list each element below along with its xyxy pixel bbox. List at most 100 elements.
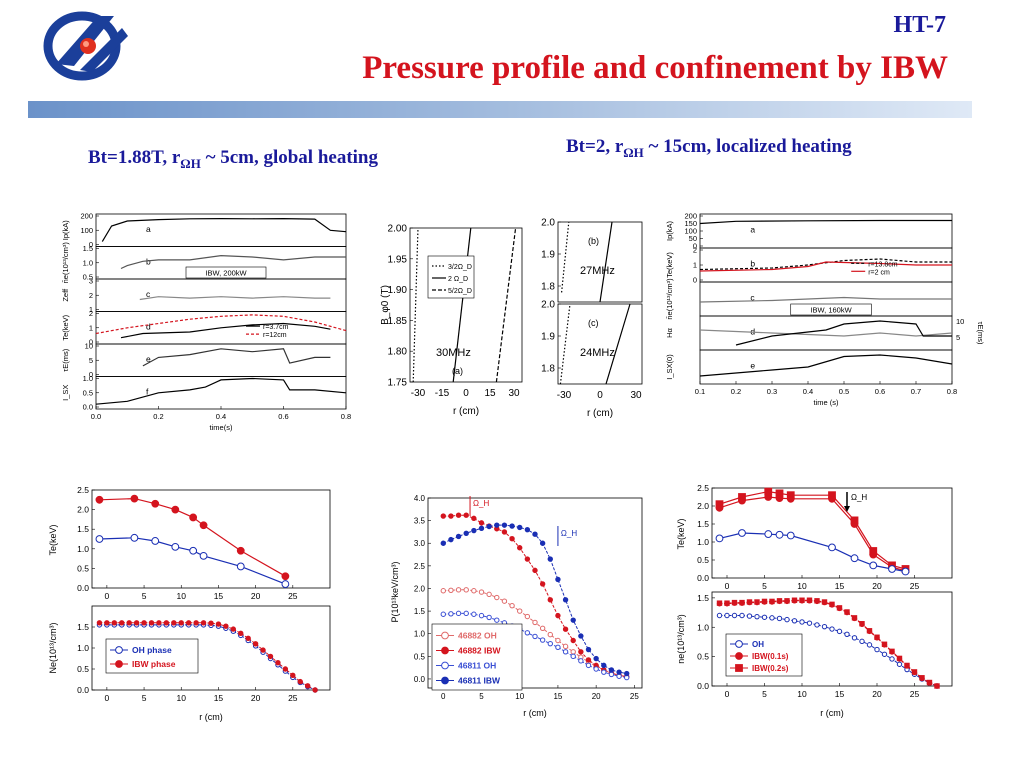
y-tick-label: 3.0	[414, 539, 426, 548]
data-point	[236, 562, 245, 571]
y-axis-label: Te(keV)	[676, 518, 686, 549]
legend-marker	[441, 646, 449, 655]
legend-label: IBW(0.1s)	[752, 652, 789, 661]
data-point	[754, 599, 760, 605]
y-tick-label: 0.5	[414, 652, 426, 661]
x-tick-label: 15	[835, 581, 845, 591]
x-tick-label: 5	[142, 693, 147, 703]
series-line	[95, 314, 347, 335]
data-point	[904, 662, 910, 669]
profile-chart-right: 0.0 0.5 1.0 1.5 2.0 2.5 0 5 10 15 20 25 Te(keV) Ω_H 0.…	[676, 483, 953, 718]
data-point	[455, 512, 462, 518]
plot-frame	[409, 227, 523, 383]
series-line	[120, 254, 346, 270]
x-tick-label: 0.8	[341, 412, 351, 421]
data-point	[517, 608, 523, 614]
data-point	[934, 683, 940, 689]
panel-label: (c)	[588, 318, 599, 328]
x-tick-label: 0	[105, 693, 110, 703]
right-y-axis-label: τE(ms)	[976, 322, 985, 345]
y-tick-label: 10	[85, 342, 93, 351]
y-axis-label: n̄e(10¹³/cm³)	[665, 278, 674, 320]
data-point	[851, 635, 858, 641]
data-point	[486, 591, 492, 598]
x-tick-label: 0.7	[911, 387, 921, 396]
data-point	[440, 611, 446, 617]
data-point	[799, 619, 805, 625]
series-line	[735, 320, 952, 346]
data-point	[578, 633, 584, 639]
data-point	[716, 600, 723, 606]
data-point	[821, 623, 828, 630]
y-tick-label: 1.0	[697, 537, 709, 547]
pulse-box-label: IBW, 200kW	[205, 269, 247, 278]
x-tick-label: 20	[251, 591, 261, 601]
y-tick-label: 0	[89, 338, 93, 347]
x-tick-label: 30	[630, 390, 642, 401]
data-point	[111, 620, 118, 626]
series-line	[699, 296, 952, 303]
x-tick-label: 25	[910, 581, 920, 591]
data-point	[494, 594, 500, 601]
y-tick-label: 1.0	[697, 622, 709, 632]
data-point	[501, 522, 508, 528]
data-point	[851, 615, 858, 621]
data-point	[501, 598, 508, 604]
data-point	[724, 600, 730, 606]
pulse-box-label: IBW, 160kW	[810, 306, 852, 315]
x-axis-label: r (cm)	[523, 708, 547, 718]
data-point	[761, 614, 768, 620]
x-tick-label: 5	[762, 689, 767, 699]
panel-frame	[95, 278, 347, 312]
panel-letter: c	[750, 293, 755, 303]
data-point	[532, 619, 538, 626]
data-point	[769, 615, 775, 621]
resonance-line	[599, 221, 613, 303]
x-tick-label: 15	[214, 591, 224, 601]
data-point	[171, 620, 177, 626]
data-point	[828, 494, 836, 503]
x-tick-label: 0.3	[767, 387, 777, 396]
x-tick-label: 5	[762, 581, 767, 591]
data-point	[754, 613, 760, 620]
right-heating-note: Bt=2, rΩH ~ 15cm, localized heating	[566, 136, 852, 160]
y-tick-label: 1.80	[388, 347, 408, 358]
x-tick-label: 20	[872, 581, 882, 591]
data-point	[881, 641, 888, 647]
legend-box	[105, 638, 199, 674]
data-point	[746, 613, 753, 619]
legend-marker	[441, 676, 449, 685]
x-tick-label: 0.4	[803, 387, 813, 396]
data-point	[509, 602, 515, 609]
y-tick-label: 0.5	[77, 563, 89, 573]
data-point	[539, 581, 546, 587]
y-axis-label: I_SX	[61, 385, 70, 401]
data-point	[230, 626, 237, 632]
y-tick-label: 2.5	[414, 562, 426, 571]
data-point	[463, 512, 469, 518]
legend-label: 2 Ω_D	[448, 276, 468, 283]
resonance-line	[495, 227, 517, 383]
data-point	[555, 637, 561, 644]
y-tick-label: 1.5	[414, 607, 426, 616]
x-tick-label: -30	[411, 388, 426, 399]
x-tick-label: 15	[484, 388, 496, 399]
data-point	[199, 521, 208, 530]
data-point	[585, 646, 592, 653]
omega-h-label: Ω_H	[473, 499, 489, 508]
data-point	[478, 525, 485, 532]
data-point	[716, 612, 723, 619]
plot-frame	[711, 487, 953, 579]
legend-label: OH	[752, 640, 764, 649]
data-point	[304, 683, 311, 689]
data-point	[312, 687, 318, 693]
y-tick-label: 1	[89, 305, 93, 314]
data-point	[524, 613, 531, 620]
legend-label: OH phase	[132, 645, 172, 655]
y-axis-label: Hα	[665, 327, 674, 337]
data-point	[547, 640, 553, 647]
panel-letter: f	[146, 386, 149, 396]
data-point	[193, 620, 199, 626]
data-point	[471, 611, 477, 617]
